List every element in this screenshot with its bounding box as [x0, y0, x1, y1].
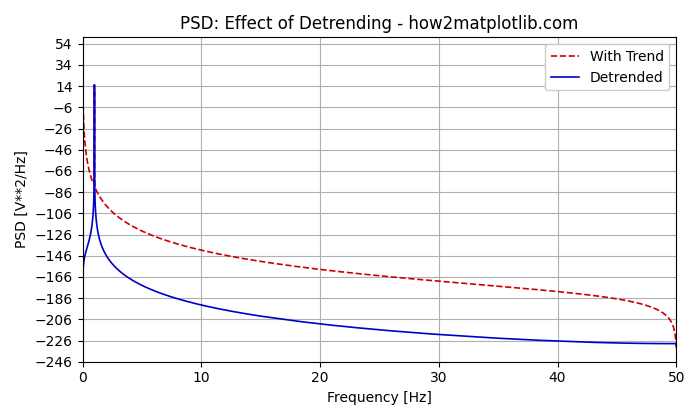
Line: Detrended: Detrended	[83, 85, 676, 347]
X-axis label: Frequency [Hz]: Frequency [Hz]	[327, 391, 432, 405]
With Trend	[78, 50, 87, 55]
Legend: With Trend, Detrended: With Trend, Detrended	[545, 44, 669, 90]
With Trend	[633, 300, 641, 305]
Detrended	[629, 341, 638, 346]
With Trend	[672, 344, 680, 349]
With Trend	[614, 297, 622, 302]
Title: PSD: Effect of Detrending - how2matplotlib.com: PSD: Effect of Detrending - how2matplotl…	[180, 15, 579, 33]
With Trend	[195, 247, 203, 252]
With Trend	[489, 283, 497, 288]
Detrended	[90, 82, 99, 87]
Detrended	[195, 302, 203, 307]
Detrended	[365, 326, 374, 331]
Detrended	[78, 281, 87, 286]
Line: With Trend: With Trend	[83, 52, 676, 346]
Detrended	[634, 341, 642, 346]
Detrended	[672, 344, 680, 349]
Y-axis label: PSD [V**2/Hz]: PSD [V**2/Hz]	[15, 151, 29, 249]
Detrended	[614, 341, 622, 346]
Detrended	[489, 336, 497, 341]
With Trend	[365, 272, 373, 277]
With Trend	[629, 299, 638, 304]
